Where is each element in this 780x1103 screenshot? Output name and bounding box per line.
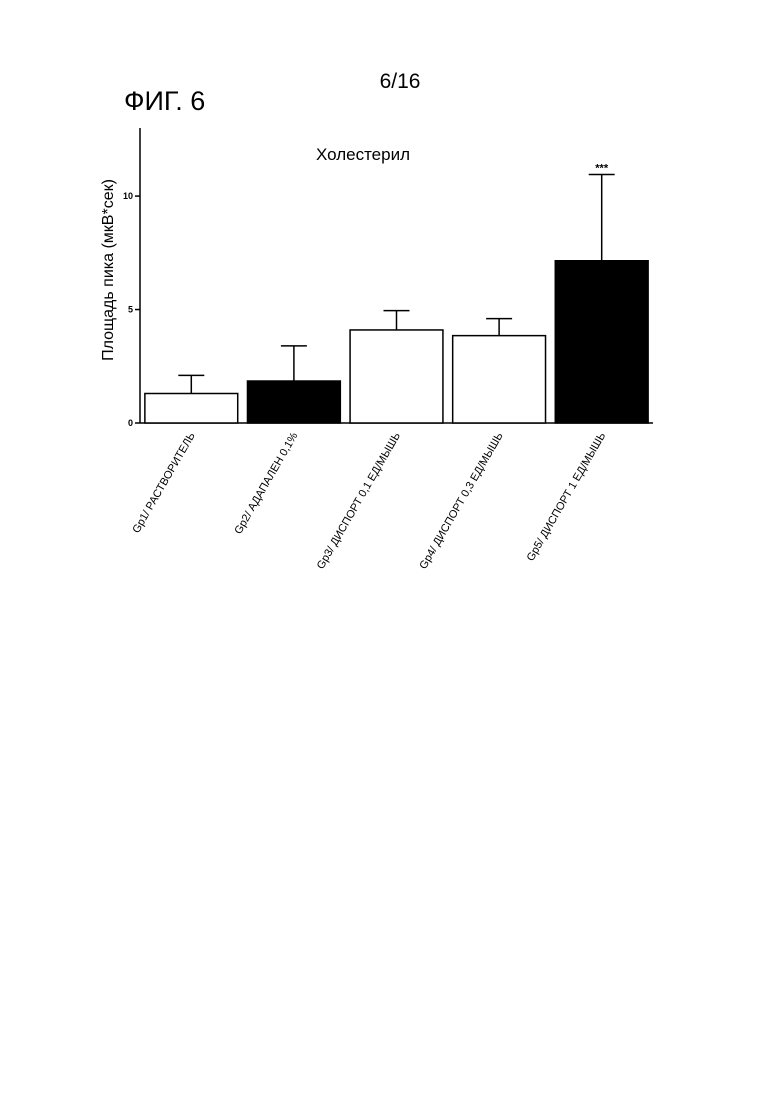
significance-annotation: *** [595,163,609,175]
category-labels: Gp1/ РАСТВОРИТЕЛЬ Gp2/ АДАПАЛЕН 0,1%Gp3/ … [130,430,608,571]
chart-title: Холестерил [316,145,410,164]
y-tick-label: 0 [128,418,133,428]
category-label: Gp3/ ДИСПОРТ 0,1 ЕД/МЫШЬ [315,431,403,572]
category-label: Gp1/ РАСТВОРИТЕЛЬ [130,431,197,536]
category-label: Gp2/ АДАПАЛЕН 0,1% [232,430,300,536]
category-label: Gp4/ ДИСПОРТ 0,3 ЕД/МЫШЬ [417,431,505,572]
bar [555,261,648,423]
y-ticks: 0 5 10 [123,191,140,428]
annotations: *** [595,163,609,175]
bar [350,330,443,423]
y-tick-label: 5 [128,305,133,315]
y-axis-title: Площадь пика (мкВ*сек) [100,179,117,361]
bar [247,381,340,423]
bar [453,336,546,423]
bars [145,261,648,423]
y-tick-label: 10 [123,191,133,201]
category-label: Gp5/ ДИСПОРТ 1 ЕД/МЫШЬ [525,431,609,564]
bar [145,394,238,424]
